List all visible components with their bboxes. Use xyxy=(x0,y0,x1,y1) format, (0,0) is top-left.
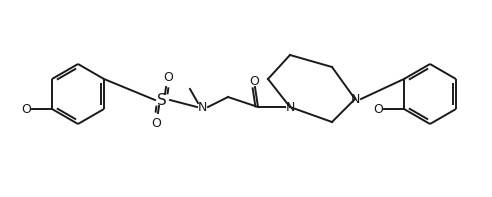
Text: O: O xyxy=(373,102,383,115)
Text: N: N xyxy=(197,100,207,113)
Text: O: O xyxy=(163,71,173,84)
Text: O: O xyxy=(249,74,259,87)
Text: N: N xyxy=(350,93,360,106)
Text: O: O xyxy=(151,116,161,129)
Text: N: N xyxy=(285,100,295,113)
Text: S: S xyxy=(157,93,167,108)
Text: O: O xyxy=(21,102,31,115)
